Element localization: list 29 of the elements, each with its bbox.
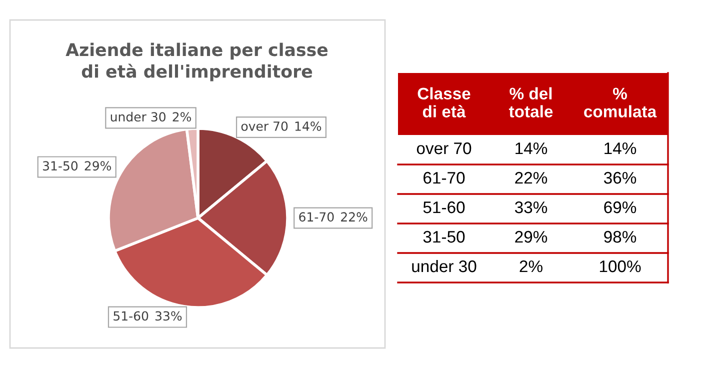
text: 98% — [604, 230, 636, 243]
category-label: % comulata — [584, 88, 657, 118]
slice-label: under 30 — [110, 112, 166, 122]
text: under 30 — [412, 260, 476, 272]
text: 36% — [604, 172, 636, 184]
category-label: % del totale — [508, 87, 553, 118]
text: 33% — [514, 201, 548, 214]
text: 100% — [600, 260, 641, 272]
text: 31-50 — [423, 230, 465, 243]
data-label: 2% — [172, 112, 192, 122]
text: 69% — [604, 201, 636, 214]
category-label: Classe di età — [418, 87, 470, 118]
data-label: 29% — [84, 161, 112, 171]
text: 14% — [516, 142, 548, 154]
data-label: 14% — [295, 121, 322, 131]
text: over 70 — [416, 142, 472, 154]
chart-title: Aziende italiane per classe di età dell'imprenditore — [66, 42, 328, 82]
text: 14% — [604, 142, 636, 154]
text: 2% — [520, 260, 542, 272]
data-label: 22% — [341, 212, 368, 222]
data-label: 33% — [155, 311, 182, 321]
text: 51-60 — [423, 201, 465, 214]
slice-label: 61-70 — [299, 212, 334, 222]
text: 29% — [515, 230, 548, 243]
text: 61-70 — [424, 172, 465, 184]
slice-label: 51-60 — [114, 311, 148, 321]
text: 22% — [515, 172, 548, 184]
slice-label: over 70 — [241, 121, 288, 131]
slice-label: 31-50 — [42, 161, 78, 171]
